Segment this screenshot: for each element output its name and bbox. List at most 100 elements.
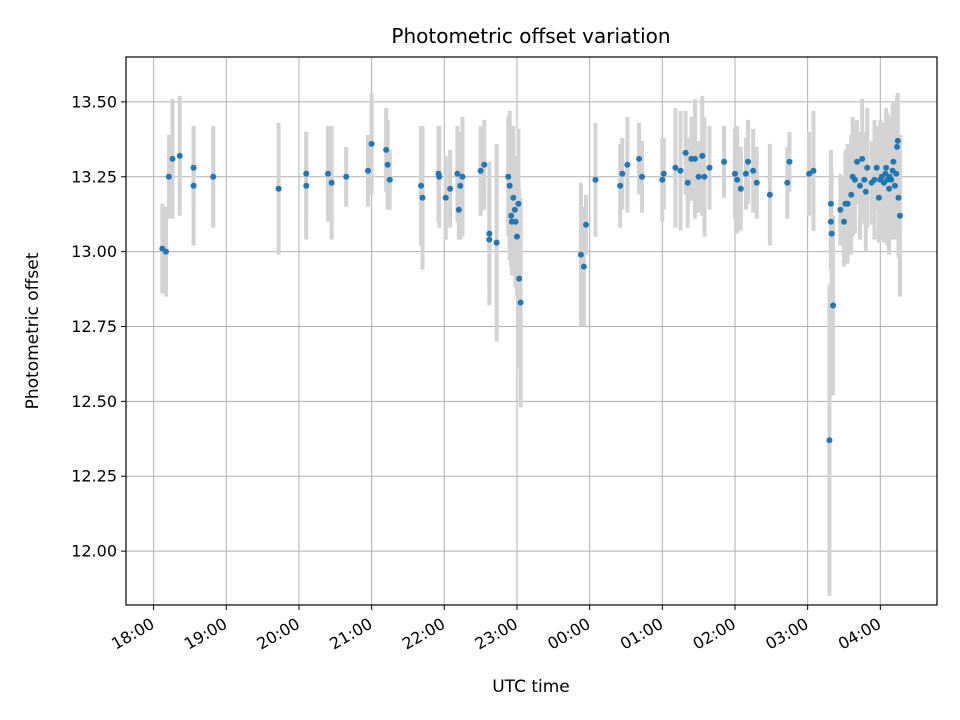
data-point: [883, 164, 890, 171]
data-point: [660, 170, 667, 177]
data-point: [592, 176, 599, 183]
data-point: [343, 173, 350, 180]
data-point: [486, 236, 493, 243]
y-tick-label: 12.00: [71, 542, 117, 561]
data-point: [684, 179, 691, 186]
data-point: [517, 299, 524, 306]
x-axis-label: UTC time: [492, 677, 570, 697]
data-point: [894, 143, 901, 150]
data-point: [636, 155, 643, 162]
x-tick-label: 20:00: [254, 614, 303, 654]
x-tick-label: 19:00: [181, 614, 230, 654]
data-point: [873, 164, 880, 171]
data-point: [512, 218, 519, 225]
x-tick-label: 01:00: [617, 614, 666, 654]
data-point: [891, 182, 898, 189]
data-point: [827, 218, 834, 225]
y-tick-label: 13.25: [71, 167, 117, 186]
data-point: [511, 206, 518, 213]
data-point: [753, 179, 760, 186]
data-point: [672, 164, 679, 171]
data-point: [856, 182, 863, 189]
data-point: [368, 140, 375, 147]
x-tick-label: 21:00: [326, 614, 375, 654]
data-point: [165, 173, 172, 180]
data-point: [481, 161, 488, 168]
data-point: [493, 239, 500, 246]
data-point: [477, 167, 484, 174]
data-point: [861, 176, 868, 183]
x-tick-label: 23:00: [472, 614, 521, 654]
data-point: [695, 173, 702, 180]
data-point: [692, 155, 699, 162]
data-point: [737, 185, 744, 192]
data-point: [888, 176, 895, 183]
data-point: [677, 167, 684, 174]
y-tick-label: 12.50: [71, 392, 117, 411]
data-point: [721, 158, 728, 165]
x-tick-label: 00:00: [544, 614, 593, 654]
data-point: [624, 161, 631, 168]
data-point: [893, 170, 900, 177]
data-point: [190, 164, 197, 171]
data-point: [864, 164, 871, 171]
data-point: [442, 194, 449, 201]
data-point: [384, 161, 391, 168]
data-point: [638, 173, 645, 180]
data-point: [386, 176, 393, 183]
data-point: [699, 152, 706, 159]
data-points: [159, 137, 903, 444]
data-point: [383, 146, 390, 153]
data-point: [701, 173, 708, 180]
data-point: [659, 176, 666, 183]
data-point: [455, 206, 462, 213]
data-point: [806, 170, 813, 177]
data-point: [706, 164, 713, 171]
data-point: [325, 170, 332, 177]
x-tick-label: 02:00: [690, 614, 739, 654]
x-tick-label: 03:00: [762, 614, 811, 654]
data-point: [826, 437, 833, 444]
data-point: [875, 194, 882, 201]
x-tick-label: 04:00: [835, 614, 884, 654]
data-point: [210, 173, 217, 180]
data-point: [890, 158, 897, 165]
data-point: [742, 170, 749, 177]
data-point: [828, 230, 835, 237]
data-point: [580, 263, 587, 270]
data-point: [859, 155, 866, 162]
data-point: [436, 173, 443, 180]
data-point: [447, 185, 454, 192]
data-point: [486, 230, 493, 237]
x-tick-label: 22:00: [399, 614, 448, 654]
data-point: [784, 179, 791, 186]
data-point: [731, 170, 738, 177]
data-point: [275, 185, 282, 192]
data-point: [871, 176, 878, 183]
data-point: [169, 155, 176, 162]
x-tick-label: 18:00: [108, 614, 157, 654]
data-point: [303, 170, 310, 177]
data-point: [583, 221, 590, 228]
data-point: [513, 233, 520, 240]
data-point: [844, 200, 851, 207]
data-point: [840, 218, 847, 225]
data-point: [176, 152, 183, 159]
data-point: [303, 182, 310, 189]
data-point: [457, 182, 464, 189]
data-point: [506, 182, 513, 189]
data-point: [162, 248, 169, 255]
data-point: [190, 182, 197, 189]
data-point: [882, 170, 889, 177]
error-bars: [160, 92, 902, 597]
y-axis-label: Photometric offset: [23, 252, 43, 409]
data-point: [516, 275, 523, 282]
data-point: [577, 251, 584, 258]
data-point: [830, 302, 837, 309]
data-point: [894, 137, 901, 144]
data-point: [328, 179, 335, 186]
data-point: [848, 191, 855, 198]
data-point: [419, 194, 426, 201]
